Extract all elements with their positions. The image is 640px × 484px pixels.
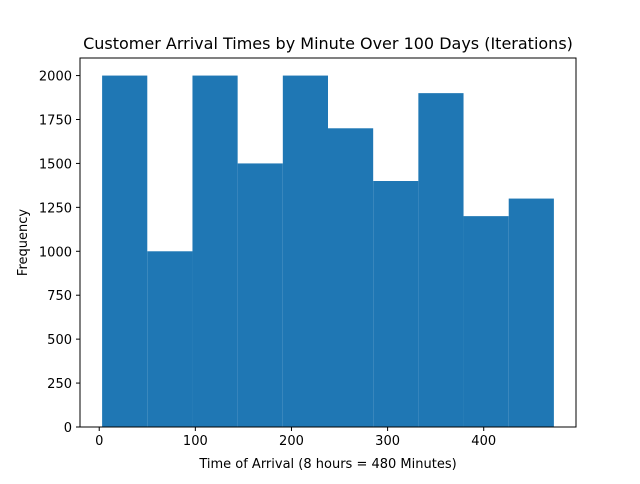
plot-frame xyxy=(79,57,577,428)
y-tick-label: 1500 xyxy=(39,157,72,172)
y-tick-label: 750 xyxy=(47,289,72,304)
x-axis-label: Time of Arrival (8 hours = 480 Minutes) xyxy=(198,457,456,472)
x-tick-label: 200 xyxy=(279,434,304,449)
y-tick-label: 1750 xyxy=(39,114,72,129)
y-axis-label: Frequency xyxy=(16,209,31,276)
histogram-bar-4 xyxy=(237,163,283,427)
y-tick-label: 500 xyxy=(47,333,72,348)
histogram-bar-10 xyxy=(508,198,554,427)
histogram-bar-7 xyxy=(373,181,419,427)
y-tick-label: 2000 xyxy=(39,70,72,85)
histogram-bar-3 xyxy=(192,75,238,428)
chart-title: Customer Arrival Times by Minute Over 10… xyxy=(83,34,573,53)
y-tick-label: 1250 xyxy=(39,201,72,216)
histogram-bar-1 xyxy=(102,75,148,428)
y-tick-label: 250 xyxy=(47,377,72,392)
x-tick-label: 100 xyxy=(183,434,208,449)
y-axis-ticks: 0 250 500 750 1000 1250 1500 1750 2000 xyxy=(39,70,80,436)
bars-group xyxy=(102,75,554,428)
x-axis-ticks: 0 100 200 300 400 xyxy=(95,427,496,449)
histogram-bar-8 xyxy=(418,93,464,428)
histogram-bar-9 xyxy=(463,216,509,427)
y-tick-label: 1000 xyxy=(39,245,72,260)
x-tick-label: 300 xyxy=(375,434,400,449)
histogram-bar-2 xyxy=(147,251,193,427)
y-tick-label: 0 xyxy=(64,421,72,436)
histogram-bar-5 xyxy=(282,75,328,428)
x-tick-label: 0 xyxy=(95,434,103,449)
histogram-bar-6 xyxy=(328,128,374,428)
x-tick-label: 400 xyxy=(471,434,496,449)
